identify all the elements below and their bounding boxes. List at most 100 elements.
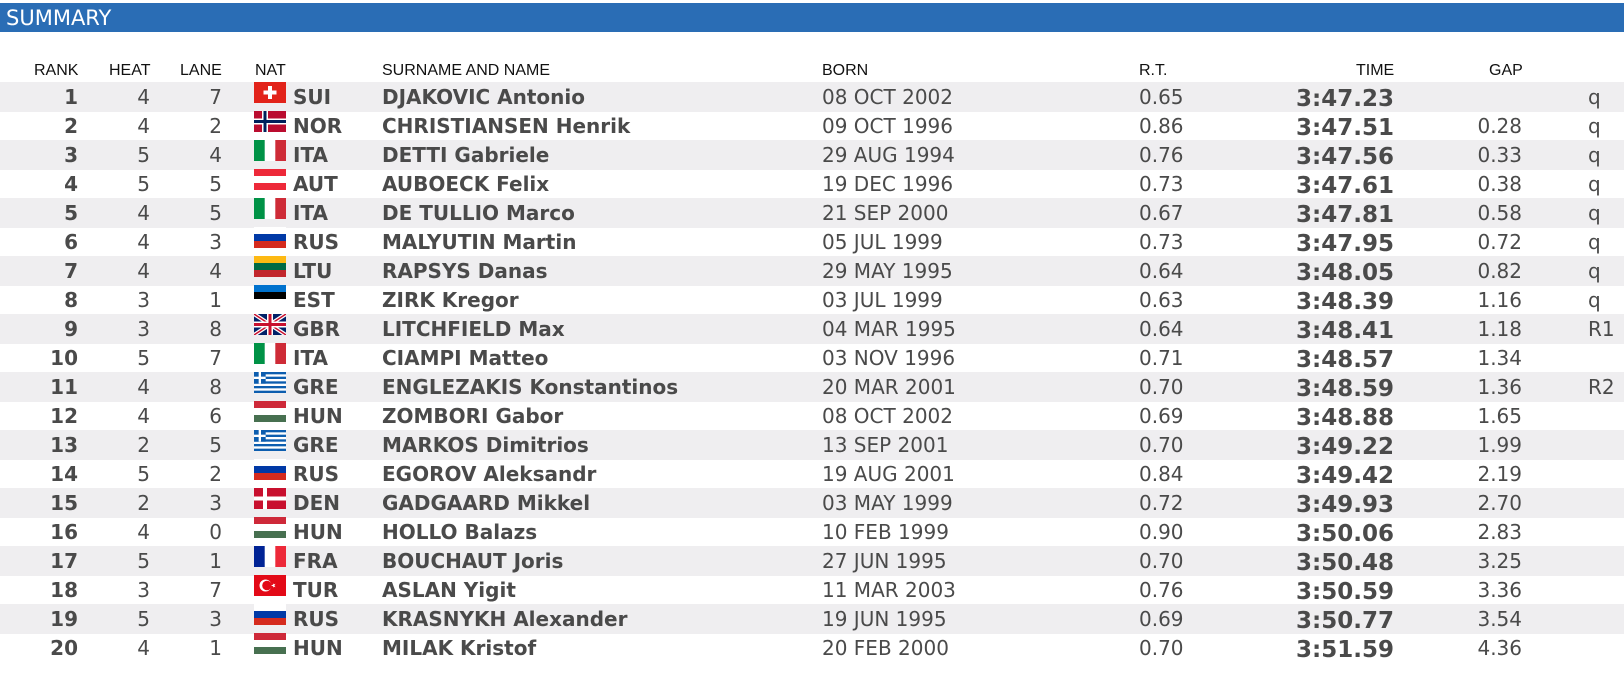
athlete-name: DE TULLIO Marco (382, 201, 575, 225)
rank-cell: 7 (64, 259, 78, 283)
lane-cell: 2 (209, 462, 222, 486)
athlete-name: LITCHFIELD Max (382, 317, 565, 341)
lane-cell: 5 (209, 172, 222, 196)
gap-cell: 1.65 (1477, 404, 1522, 428)
gap-cell: 2.19 (1477, 462, 1522, 486)
rank-cell: 11 (50, 375, 78, 399)
qualification-cell: q (1588, 230, 1601, 254)
nat-cell: HUN (293, 636, 343, 660)
heat-cell: 4 (137, 114, 150, 138)
athlete-name: RAPSYS Danas (382, 259, 548, 283)
lane-cell: 8 (209, 317, 222, 341)
nat-cell: RUS (293, 462, 340, 486)
lane-cell: 4 (209, 259, 222, 283)
qualification-cell: q (1588, 201, 1601, 225)
time-cell: 3:49.42 (1296, 463, 1394, 489)
flag-ltu-icon (254, 256, 286, 277)
time-cell: 3:48.39 (1296, 289, 1394, 315)
flag-den-icon (254, 488, 286, 509)
header-born: BORN (822, 62, 869, 79)
gap-cell: 3.36 (1477, 578, 1522, 602)
time-cell: 3:47.51 (1296, 115, 1394, 141)
qualification-cell: q (1588, 259, 1601, 283)
gap-cell: 0.33 (1477, 143, 1522, 167)
gap-cell: 0.58 (1477, 201, 1522, 225)
flag-hun-icon (254, 633, 286, 654)
nat-cell: SUI (293, 85, 332, 109)
gap-cell: 4.36 (1477, 636, 1522, 660)
rank-cell: 14 (50, 462, 78, 486)
reaction-time-cell: 0.64 (1139, 259, 1184, 283)
summary-title-bar: SUMMARY (0, 3, 1624, 32)
qualification-cell: R2 (1588, 375, 1615, 399)
heat-cell: 4 (137, 404, 150, 428)
header-rank: RANK (34, 62, 79, 79)
heat-cell: 4 (137, 259, 150, 283)
flag-sui-icon (254, 82, 286, 103)
reaction-time-cell: 0.84 (1139, 462, 1184, 486)
lane-cell: 3 (209, 230, 222, 254)
rank-cell: 18 (50, 578, 78, 602)
time-cell: 3:48.59 (1296, 376, 1394, 402)
heat-cell: 4 (137, 230, 150, 254)
header-name: SURNAME AND NAME (382, 62, 551, 79)
nat-cell: HUN (293, 520, 343, 544)
table-row: 5 4 5 ITA DE TULLIO Marco 21 SEP 2000 0.67 3:47… (0, 198, 1624, 228)
gap-cell: 3.25 (1477, 549, 1522, 573)
athlete-name: KRASNYKH Alexander (382, 607, 628, 631)
reaction-time-cell: 0.70 (1139, 433, 1184, 457)
lane-cell: 1 (209, 636, 222, 660)
lane-cell: 3 (209, 491, 222, 515)
born-cell: 04 MAR 1995 (822, 317, 956, 341)
header-nat: NAT (255, 62, 286, 79)
flag-rus-icon (254, 227, 286, 248)
lane-cell: 1 (209, 288, 222, 312)
gap-cell: 0.28 (1477, 114, 1522, 138)
heat-cell: 2 (137, 491, 150, 515)
athlete-name: ASLAN Yigit (382, 578, 516, 602)
athlete-name: ZOMBORI Gabor (382, 404, 564, 428)
rank-cell: 10 (50, 346, 78, 370)
time-cell: 3:48.41 (1296, 318, 1394, 344)
heat-cell: 3 (137, 578, 150, 602)
lane-cell: 0 (209, 520, 222, 544)
time-cell: 3:50.06 (1296, 521, 1394, 547)
heat-cell: 5 (137, 607, 150, 631)
lane-cell: 3 (209, 607, 222, 631)
qualification-cell: q (1588, 288, 1601, 312)
nat-cell: NOR (293, 114, 343, 138)
rank-cell: 1 (64, 85, 78, 109)
born-cell: 05 JUL 1999 (822, 230, 943, 254)
born-cell: 08 OCT 2002 (822, 404, 953, 428)
rank-cell: 2 (64, 114, 78, 138)
header-gap: GAP (1489, 62, 1523, 79)
lane-cell: 8 (209, 375, 222, 399)
lane-cell: 7 (209, 85, 222, 109)
table-row: 7 4 4 LTU RAPSYS Danas 29 MAY 1995 0.64 3:48.05… (0, 256, 1624, 286)
time-cell: 3:48.88 (1296, 405, 1394, 431)
nat-cell: GRE (293, 375, 339, 399)
reaction-time-cell: 0.76 (1139, 578, 1184, 602)
flag-gre-icon (254, 372, 286, 393)
gap-cell: 2.70 (1477, 491, 1522, 515)
heat-cell: 3 (137, 288, 150, 312)
time-cell: 3:50.77 (1296, 608, 1394, 634)
athlete-name: CIAMPI Matteo (382, 346, 549, 370)
heat-cell: 4 (137, 85, 150, 109)
lane-cell: 1 (209, 549, 222, 573)
time-cell: 3:48.05 (1296, 260, 1394, 286)
rank-cell: 12 (50, 404, 78, 428)
flag-gbr-icon (254, 314, 286, 335)
qualification-cell: q (1588, 85, 1601, 109)
table-row: 8 3 1 EST ZIRK Kregor 03 JUL 1999 0.63 3:48.39 1… (0, 285, 1624, 315)
lane-cell: 7 (209, 578, 222, 602)
time-cell: 3:51.59 (1296, 637, 1394, 663)
time-cell: 3:47.81 (1296, 202, 1394, 228)
born-cell: 08 OCT 2002 (822, 85, 953, 109)
born-cell: 20 FEB 2000 (822, 636, 949, 660)
table-row: 10 5 7 ITA CIAMPI Matteo 03 NOV 1996 0.71 3:48.… (0, 343, 1624, 373)
flag-gre-icon (254, 430, 286, 451)
table-row: 11 4 8 GRE ENGLEZAKIS Konstantinos 20 MAR 200… (0, 372, 1624, 402)
nat-cell: ITA (293, 346, 329, 370)
nat-cell: HUN (293, 404, 343, 428)
